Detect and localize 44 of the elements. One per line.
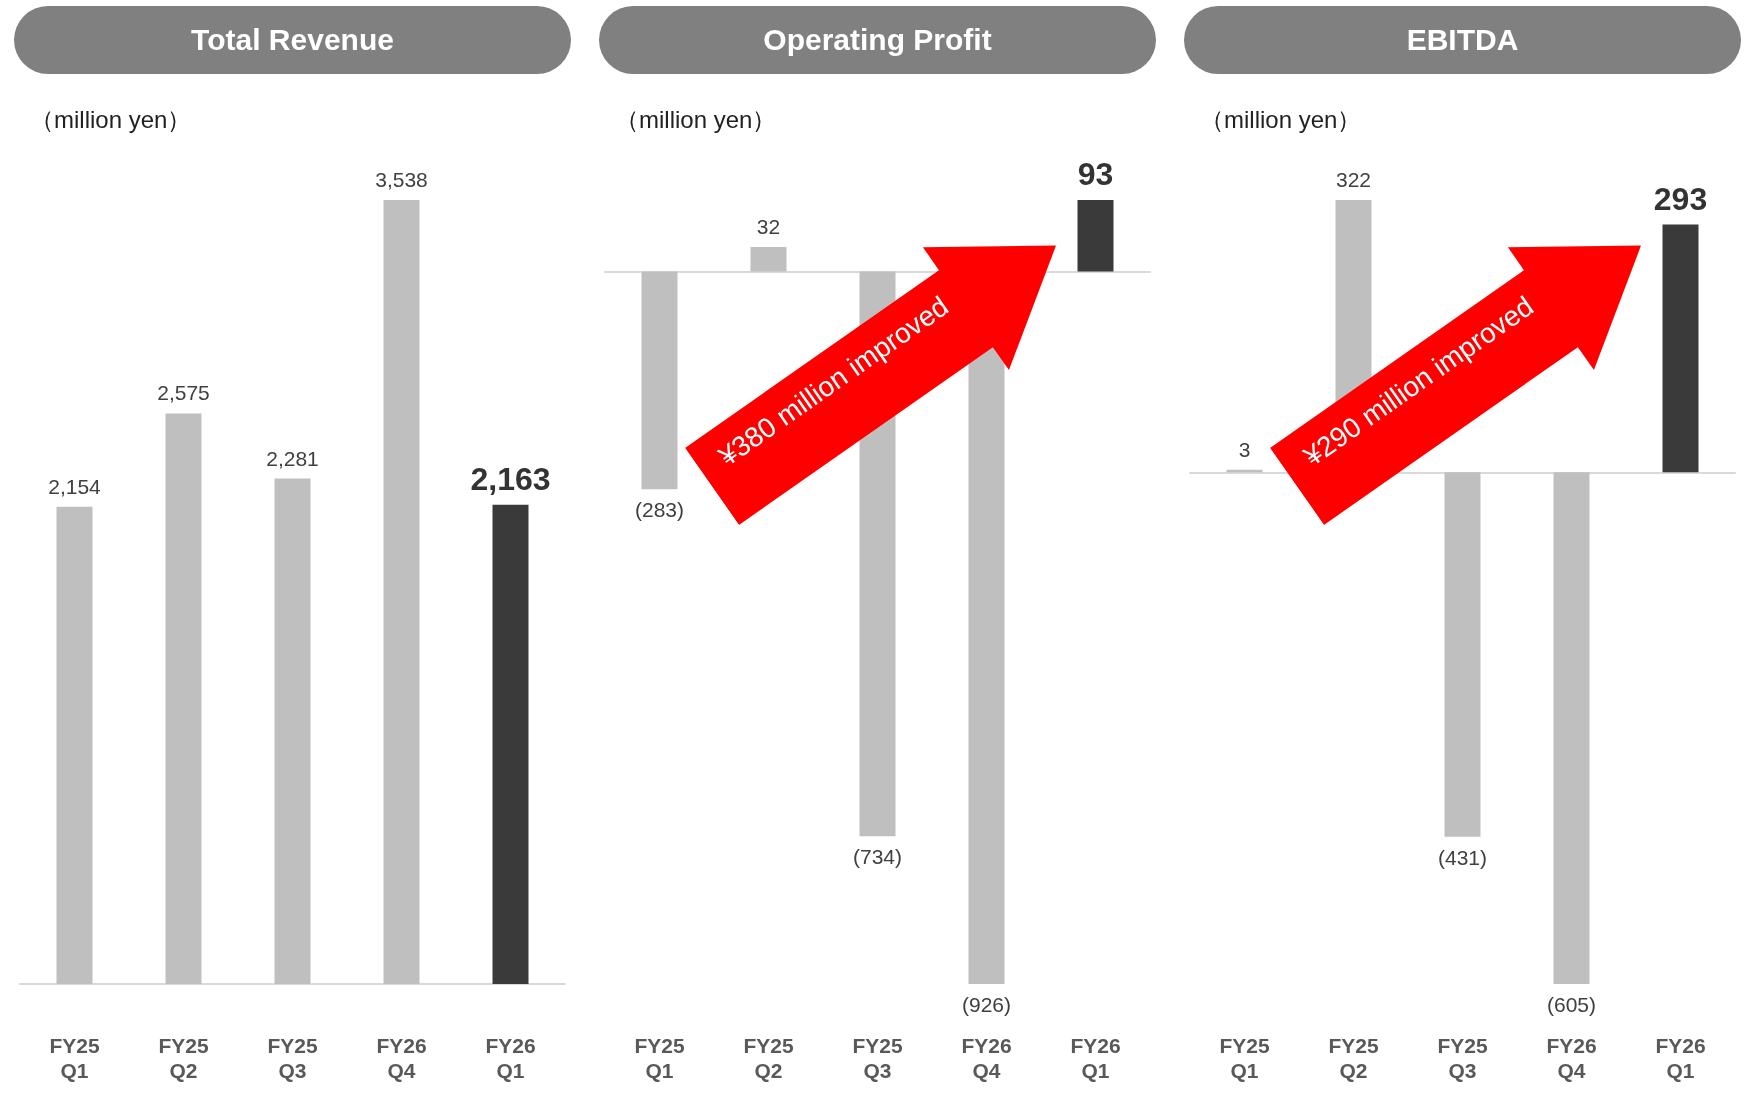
y-axis-title: （million yen） — [1200, 105, 1362, 135]
x-tick-label: FY25 Q1 — [1218, 1033, 1271, 1083]
data-label: 3 — [1238, 437, 1251, 461]
data-label: 322 — [1335, 168, 1372, 191]
bar — [56, 506, 93, 984]
data-label: (431) — [1437, 845, 1488, 869]
bar — [274, 478, 311, 984]
data-label: 93 — [1077, 156, 1114, 192]
x-tick-label: FY25 Q2 — [157, 1033, 210, 1083]
data-label: 2,575 — [157, 381, 210, 405]
data-label: (283) — [634, 498, 685, 522]
x-tick-label: FY25 Q1 — [48, 1033, 101, 1083]
data-label: 293 — [1653, 180, 1708, 217]
data-label: 2,281 — [266, 446, 319, 470]
x-tick-label: FY25 Q3 — [1436, 1033, 1489, 1083]
bar — [1444, 472, 1481, 837]
data-label: 3,538 — [375, 168, 428, 191]
y-axis-title: （million yen） — [30, 105, 192, 135]
x-tick-label: FY25 Q2 — [1327, 1033, 1380, 1083]
x-tick-label: FY25 Q2 — [742, 1033, 795, 1083]
chart-title: Operating Profit — [599, 6, 1156, 74]
bar — [1553, 472, 1590, 984]
bar — [165, 413, 202, 984]
x-tick-label: FY25 Q1 — [633, 1033, 686, 1083]
chart-title: Total Revenue — [14, 6, 571, 74]
chart-title: EBITDA — [1184, 6, 1741, 74]
data-label: (605) — [1546, 993, 1597, 1016]
data-label: (734) — [852, 845, 903, 869]
data-label: 2,154 — [48, 474, 102, 498]
data-label: (926) — [961, 993, 1012, 1016]
x-tick-label: FY26 Q4 — [960, 1033, 1013, 1083]
data-label: 2,163 — [470, 460, 551, 497]
x-tick-label: FY26 Q1 — [484, 1033, 537, 1083]
bar — [1662, 224, 1699, 473]
x-tick-label: FY26 Q4 — [375, 1033, 428, 1083]
bar — [492, 504, 529, 984]
y-axis-title: （million yen） — [615, 105, 777, 135]
bar — [383, 200, 420, 984]
x-tick-label: FY26 Q4 — [1545, 1033, 1598, 1083]
x-tick-label: FY26 Q1 — [1069, 1033, 1122, 1083]
x-tick-label: FY26 Q1 — [1654, 1033, 1707, 1083]
x-tick-label: FY25 Q3 — [266, 1033, 319, 1083]
data-label: 32 — [756, 214, 781, 238]
x-tick-label: FY25 Q3 — [851, 1033, 904, 1083]
